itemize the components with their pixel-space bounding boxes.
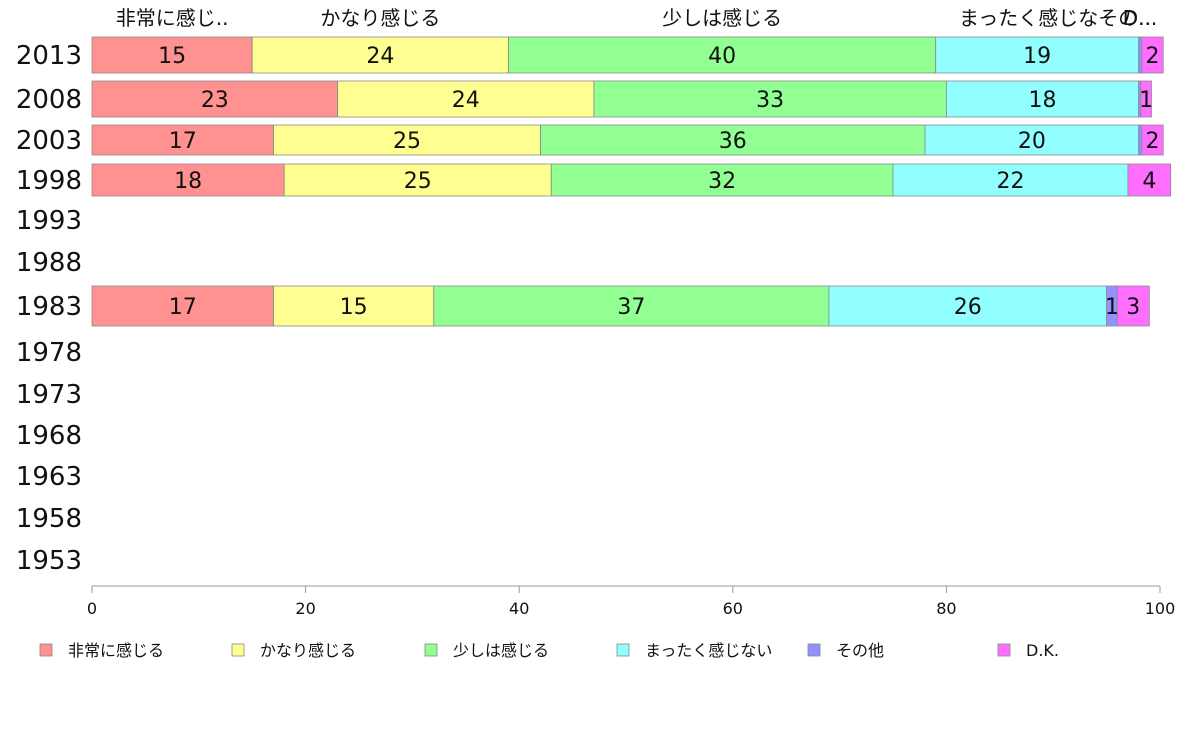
- year-label: 1978: [16, 338, 82, 368]
- legend-swatch: [616, 643, 630, 657]
- legend-label: 少しは感じる: [453, 641, 549, 660]
- legend-label: その他: [836, 641, 884, 660]
- bar-segment: [946, 80, 1140, 118]
- bar-segment: [273, 285, 435, 327]
- data-label: 33: [756, 88, 784, 113]
- bar-segment: [91, 285, 274, 327]
- bar-segment: [1140, 80, 1152, 118]
- year-label: 1958: [16, 504, 82, 534]
- legend-label: D.K.: [1026, 641, 1059, 660]
- bar-segment: [337, 80, 595, 118]
- data-label: 15: [158, 44, 186, 69]
- legend-swatch: [39, 643, 53, 657]
- bar-segment: [91, 80, 339, 118]
- top-category-label: 少しは感じる: [662, 6, 782, 30]
- data-label: 15: [340, 295, 368, 320]
- legend-swatch: [424, 643, 438, 657]
- bar-segment: [273, 124, 541, 156]
- x-axis: 0 20 40 60 80 100: [87, 585, 1176, 618]
- legend-swatch: [231, 643, 245, 657]
- data-label: 20: [1018, 129, 1046, 154]
- year-label: 1968: [16, 421, 82, 451]
- bar-segment: [433, 285, 830, 327]
- year-label: 1963: [16, 462, 82, 492]
- x-tick-label: 40: [509, 599, 529, 618]
- legend-swatch: [997, 643, 1011, 657]
- bar-segment: [828, 285, 1107, 327]
- top-category-label: まったく感じなその..: [959, 6, 1151, 30]
- bar-segment: [1127, 163, 1172, 197]
- data-label: 4: [1142, 169, 1156, 194]
- data-label: 25: [393, 129, 421, 154]
- data-label: 2: [1146, 44, 1160, 69]
- x-tick-label: 60: [723, 599, 743, 618]
- data-label: 22: [996, 169, 1024, 194]
- x-tick-label: 100: [1145, 599, 1176, 618]
- bar-segment: [593, 80, 947, 118]
- data-label: 23: [201, 88, 229, 113]
- data-label: 17: [169, 295, 197, 320]
- data-label: 18: [174, 169, 202, 194]
- year-label: 2003: [16, 126, 82, 156]
- data-label: 19: [1023, 44, 1051, 69]
- bar-segment: [1138, 124, 1143, 156]
- bar-segment: [283, 163, 552, 197]
- bar-segment: [935, 36, 1140, 74]
- data-label: 2: [1146, 129, 1160, 154]
- data-label: 25: [404, 169, 432, 194]
- year-label-group: 2013 2008 2003 1998 1993 1988 1983 1978 1973 1968…: [16, 41, 82, 576]
- data-label: 26: [954, 295, 982, 320]
- year-label: 1988: [16, 248, 82, 278]
- legend-label: かなり感じる: [260, 641, 356, 660]
- legend-label: 非常に感じる: [68, 641, 164, 660]
- year-label: 1983: [16, 292, 82, 322]
- x-tick-label: 0: [87, 599, 97, 618]
- bar-segment: [1138, 36, 1143, 74]
- top-category-label: 非常に感じ..: [116, 6, 229, 30]
- year-label: 2008: [16, 85, 82, 115]
- x-tick-label: 20: [295, 599, 315, 618]
- bar-segment: [1141, 36, 1164, 74]
- top-label-group: 非常に感じ.. かなり感じる 少しは感じる まったく感じなその..D...: [116, 6, 1158, 30]
- bar-group: 15 24 40 19 2 23 24 33 18 1 17 25 36 20 2 18 25 32 22 4 17 15…: [91, 36, 1172, 327]
- data-label: 36: [719, 129, 747, 154]
- data-label: 32: [708, 169, 736, 194]
- bar-segment: [91, 36, 253, 74]
- data-label: 1: [1139, 88, 1153, 113]
- data-label: 18: [1029, 88, 1057, 113]
- legend-label: まったく感じない: [645, 641, 772, 660]
- legend: 非常に感じる かなり感じる 少しは感じる まったく感じない その他 D.K.: [39, 641, 1059, 660]
- top-category-label: かなり感じる: [320, 6, 440, 30]
- year-label: 1973: [16, 380, 82, 410]
- x-tick-label: 80: [936, 599, 956, 618]
- bar-segment: [508, 36, 937, 74]
- bar-segment: [892, 163, 1129, 197]
- data-label: 24: [452, 88, 480, 113]
- bar-segment: [1116, 285, 1150, 327]
- bar-segment: [550, 163, 894, 197]
- bar-segment: [91, 163, 285, 197]
- data-label: 17: [169, 129, 197, 154]
- bar-segment: [924, 124, 1140, 156]
- legend-swatch: [807, 643, 821, 657]
- data-label: 24: [366, 44, 394, 69]
- data-label: 3: [1126, 295, 1140, 320]
- data-label: 37: [617, 295, 645, 320]
- year-label: 2013: [16, 41, 82, 71]
- bar-segment: [251, 36, 509, 74]
- year-label: 1953: [16, 546, 82, 576]
- year-label: 1993: [16, 206, 82, 236]
- data-label: 1: [1105, 295, 1119, 320]
- bar-segment: [1141, 124, 1164, 156]
- top-category-label: D...: [1123, 6, 1157, 30]
- data-label: 40: [708, 44, 736, 69]
- year-label: 1998: [16, 166, 82, 196]
